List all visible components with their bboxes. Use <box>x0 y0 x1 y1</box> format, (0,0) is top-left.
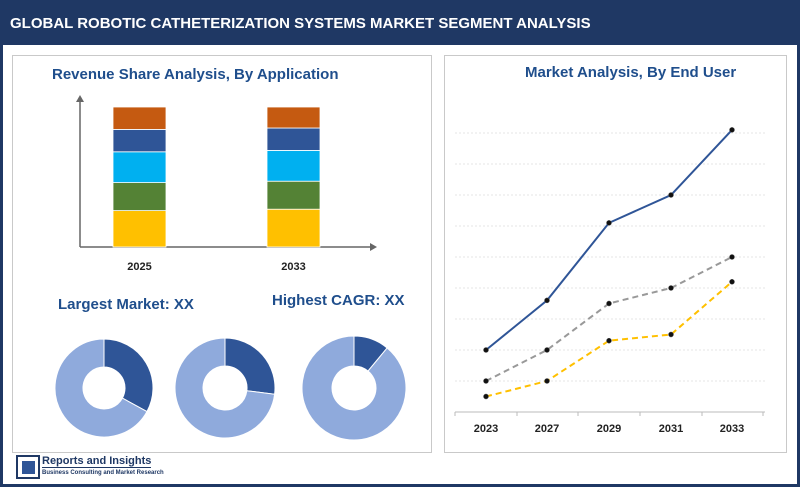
data-point <box>544 297 550 304</box>
donut-slice <box>103 338 154 413</box>
largest-market-label: Largest Market: XX <box>58 296 194 313</box>
bar-segment <box>112 106 167 130</box>
data-point <box>729 279 735 285</box>
x-axis-arrow <box>370 243 377 251</box>
page-title: GLOBAL ROBOTIC CATHETERIZATION SYSTEMS M… <box>0 0 800 45</box>
donut-slice <box>174 337 276 439</box>
y-axis-arrow <box>76 95 84 102</box>
data-point <box>483 393 489 400</box>
bar-segment <box>266 149 321 182</box>
line-series <box>485 129 733 351</box>
bar-segment <box>112 128 167 153</box>
data-point <box>668 192 674 198</box>
data-point <box>544 378 550 384</box>
donut-slice <box>54 338 148 438</box>
bar-segment <box>112 182 167 212</box>
line-x-tick-label: 2033 <box>720 423 744 435</box>
bar-chart-title: Revenue Share Analysis, By Application <box>52 66 339 83</box>
bar-segment <box>266 106 321 129</box>
logo: Reports and Insights Business Consulting… <box>16 455 164 481</box>
logo-name: Reports and Insights <box>42 455 152 468</box>
data-point <box>668 285 674 291</box>
data-point <box>668 331 674 338</box>
logo-icon <box>16 455 40 479</box>
logo-tagline: Business Consulting and Market Research <box>42 470 164 476</box>
data-point <box>606 337 612 344</box>
data-point <box>729 127 735 133</box>
bar-segment <box>112 210 167 248</box>
right-panel <box>444 55 787 453</box>
line-series <box>485 281 733 398</box>
line-x-tick-label: 2023 <box>474 423 498 435</box>
line-x-tick-label: 2029 <box>597 423 621 435</box>
data-point <box>483 347 489 353</box>
x-tick-label: 2025 <box>127 261 151 273</box>
x-tick-label: 2033 <box>281 261 305 273</box>
data-point <box>606 300 612 307</box>
bar-segment <box>112 151 167 184</box>
data-point <box>606 220 612 226</box>
line-x-tick-label: 2031 <box>659 423 683 435</box>
bar-segment <box>266 208 321 248</box>
line-chart-title: Market Analysis, By End User <box>525 64 737 81</box>
highest-cagr-label: Highest CAGR: XX <box>272 292 405 309</box>
data-point <box>729 254 735 260</box>
donut-slice <box>301 335 407 441</box>
data-point <box>544 347 550 353</box>
donut-slice <box>224 337 276 395</box>
data-point <box>483 378 489 384</box>
bar-segment <box>266 127 321 151</box>
line-x-tick-label: 2027 <box>535 423 559 435</box>
bar-segment <box>266 180 321 210</box>
